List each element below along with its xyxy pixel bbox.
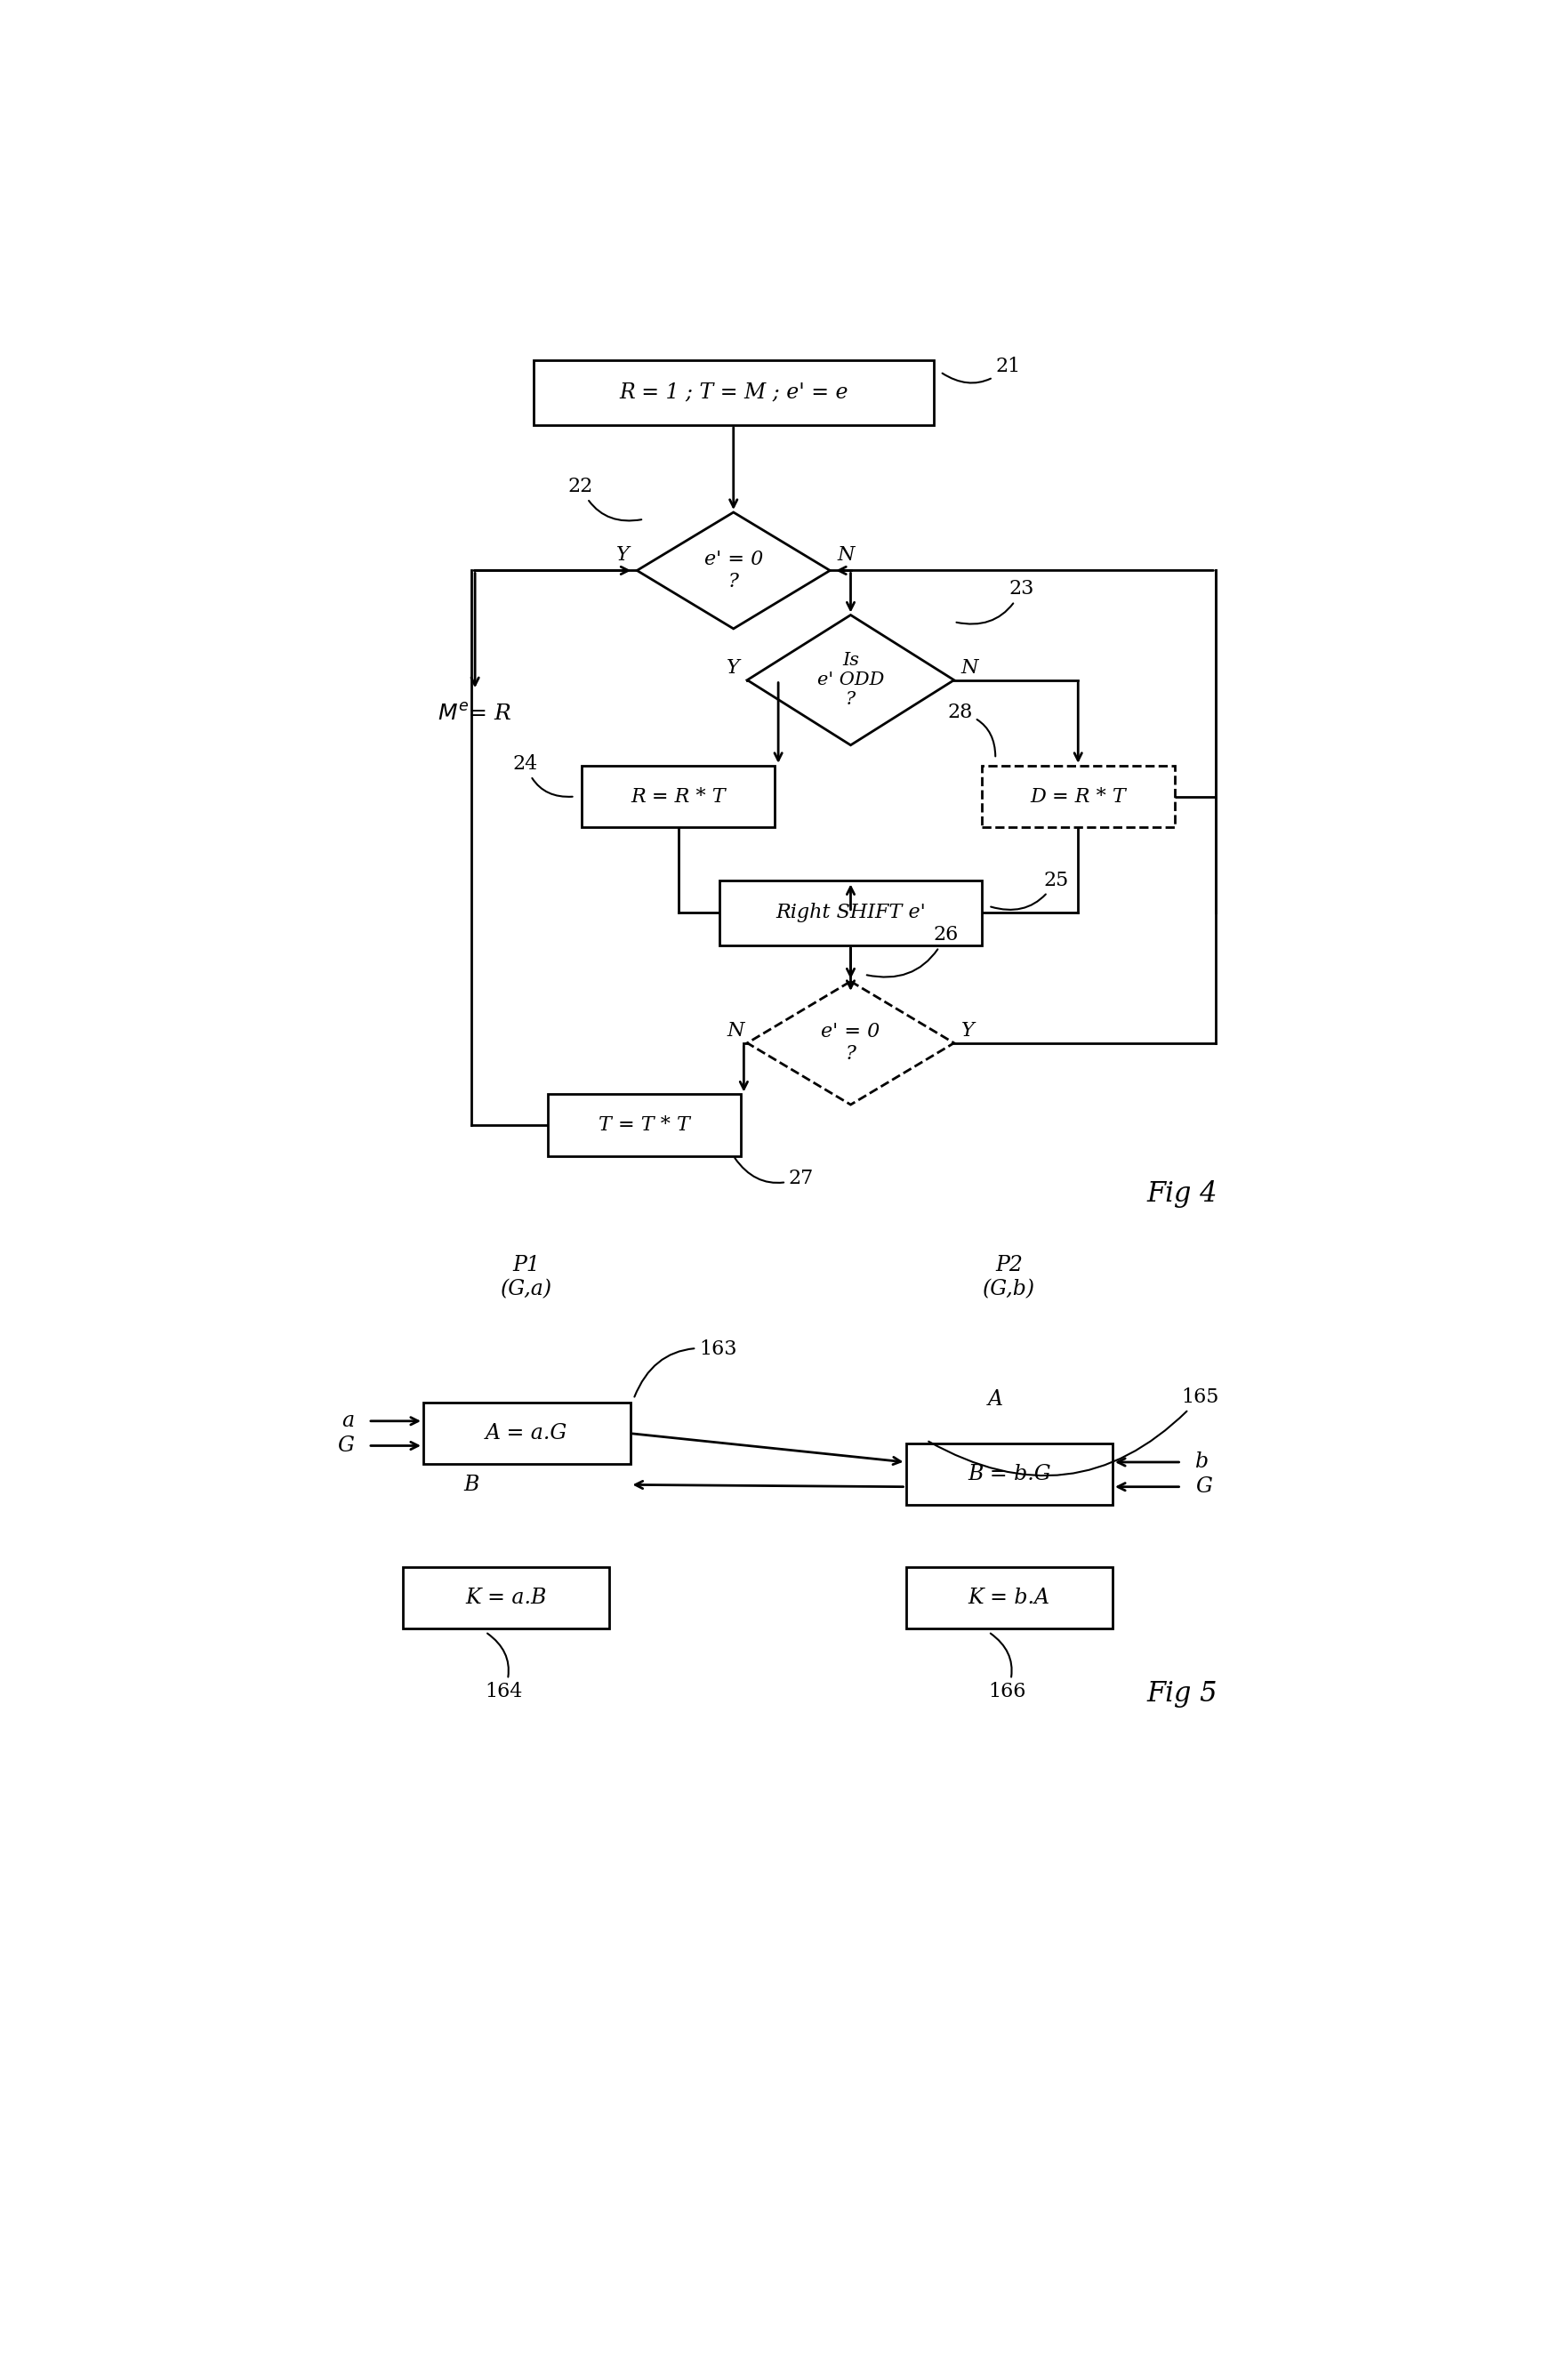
Text: Fig 5: Fig 5 <box>1147 1680 1218 1706</box>
Text: B = b.G: B = b.G <box>967 1464 1051 1485</box>
Text: e' = 0
?: e' = 0 ? <box>821 1021 881 1064</box>
Text: 165: 165 <box>929 1388 1219 1476</box>
Text: R = 1 ; T = M ; e' = e: R = 1 ; T = M ; e' = e <box>619 383 848 402</box>
FancyBboxPatch shape <box>403 1566 610 1628</box>
Text: Right SHIFT e': Right SHIFT e' <box>776 902 926 923</box>
Text: R = R * T: R = R * T <box>632 788 726 807</box>
Text: 163: 163 <box>635 1340 736 1397</box>
Polygon shape <box>636 512 831 628</box>
Text: P1
(G,a): P1 (G,a) <box>501 1254 553 1299</box>
FancyBboxPatch shape <box>534 359 934 426</box>
Text: Is
e' ODD
?: Is e' ODD ? <box>816 652 884 709</box>
Text: 27: 27 <box>735 1159 813 1188</box>
Text: b: b <box>1196 1452 1208 1473</box>
Text: G: G <box>1196 1476 1211 1497</box>
Text: A = a.G: A = a.G <box>486 1423 567 1445</box>
Text: 164: 164 <box>486 1633 523 1702</box>
Text: Y: Y <box>727 659 740 678</box>
FancyBboxPatch shape <box>719 881 981 945</box>
Text: P2
(G,b): P2 (G,b) <box>983 1254 1036 1299</box>
Text: 23: 23 <box>956 578 1034 624</box>
FancyBboxPatch shape <box>906 1445 1113 1504</box>
Text: 21: 21 <box>942 357 1020 383</box>
Text: N: N <box>961 659 978 678</box>
FancyBboxPatch shape <box>906 1566 1113 1628</box>
Text: N: N <box>727 1021 744 1040</box>
Text: a: a <box>342 1411 354 1430</box>
Text: K = b.A: K = b.A <box>968 1587 1050 1609</box>
Text: N: N <box>837 545 854 564</box>
Text: 24: 24 <box>512 754 572 797</box>
Text: 25: 25 <box>990 871 1069 909</box>
FancyBboxPatch shape <box>581 766 774 828</box>
Text: D = R * T: D = R * T <box>1030 788 1127 807</box>
Polygon shape <box>747 614 954 745</box>
Text: e' = 0
?: e' = 0 ? <box>704 550 763 593</box>
Text: 166: 166 <box>989 1633 1026 1702</box>
Text: 26: 26 <box>867 926 959 978</box>
Text: Y: Y <box>961 1021 975 1040</box>
FancyBboxPatch shape <box>423 1402 630 1464</box>
Text: T = T * T: T = T * T <box>599 1116 689 1135</box>
Text: 28: 28 <box>946 702 995 757</box>
Text: 22: 22 <box>569 476 641 521</box>
Text: B: B <box>464 1476 480 1495</box>
Text: A: A <box>987 1390 1003 1409</box>
Text: $\mathit{M}^{\mathit{e}}$= R: $\mathit{M}^{\mathit{e}}$= R <box>437 704 512 726</box>
FancyBboxPatch shape <box>981 766 1175 828</box>
Text: Fig 4: Fig 4 <box>1147 1180 1218 1207</box>
Text: Y: Y <box>616 545 630 564</box>
Text: K = a.B: K = a.B <box>465 1587 547 1609</box>
Text: G: G <box>337 1435 354 1457</box>
FancyBboxPatch shape <box>547 1095 740 1157</box>
Polygon shape <box>747 981 954 1104</box>
